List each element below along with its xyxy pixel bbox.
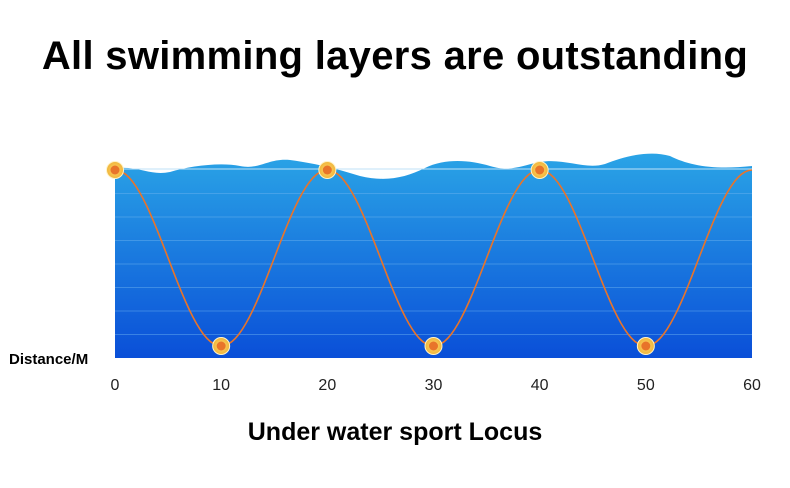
x-tick-labels: 0 10 20 30 40 50 60 bbox=[111, 377, 761, 394]
x-tick-label: 20 bbox=[318, 377, 336, 394]
x-tick-label: 0 bbox=[111, 377, 120, 394]
page-headline: All swimming layers are outstanding bbox=[41, 34, 749, 78]
data-point-marker bbox=[636, 337, 655, 355]
x-tick-label: 50 bbox=[637, 377, 655, 394]
locus-markers bbox=[106, 161, 655, 355]
gridlines bbox=[115, 193, 752, 335]
data-point-marker bbox=[424, 337, 443, 355]
data-point-marker bbox=[212, 337, 231, 355]
data-point-marker bbox=[318, 161, 337, 179]
x-tick-label: 10 bbox=[212, 377, 230, 394]
data-point-marker bbox=[530, 161, 549, 179]
y-axis-label: Distance/M bbox=[9, 351, 89, 368]
x-tick-label: 60 bbox=[743, 377, 761, 394]
x-tick-label: 30 bbox=[425, 377, 443, 394]
water-area bbox=[115, 153, 752, 358]
chart-title: Under water sport Locus bbox=[247, 418, 543, 446]
x-tick-label: 40 bbox=[531, 377, 549, 394]
data-point-marker bbox=[106, 161, 124, 179]
